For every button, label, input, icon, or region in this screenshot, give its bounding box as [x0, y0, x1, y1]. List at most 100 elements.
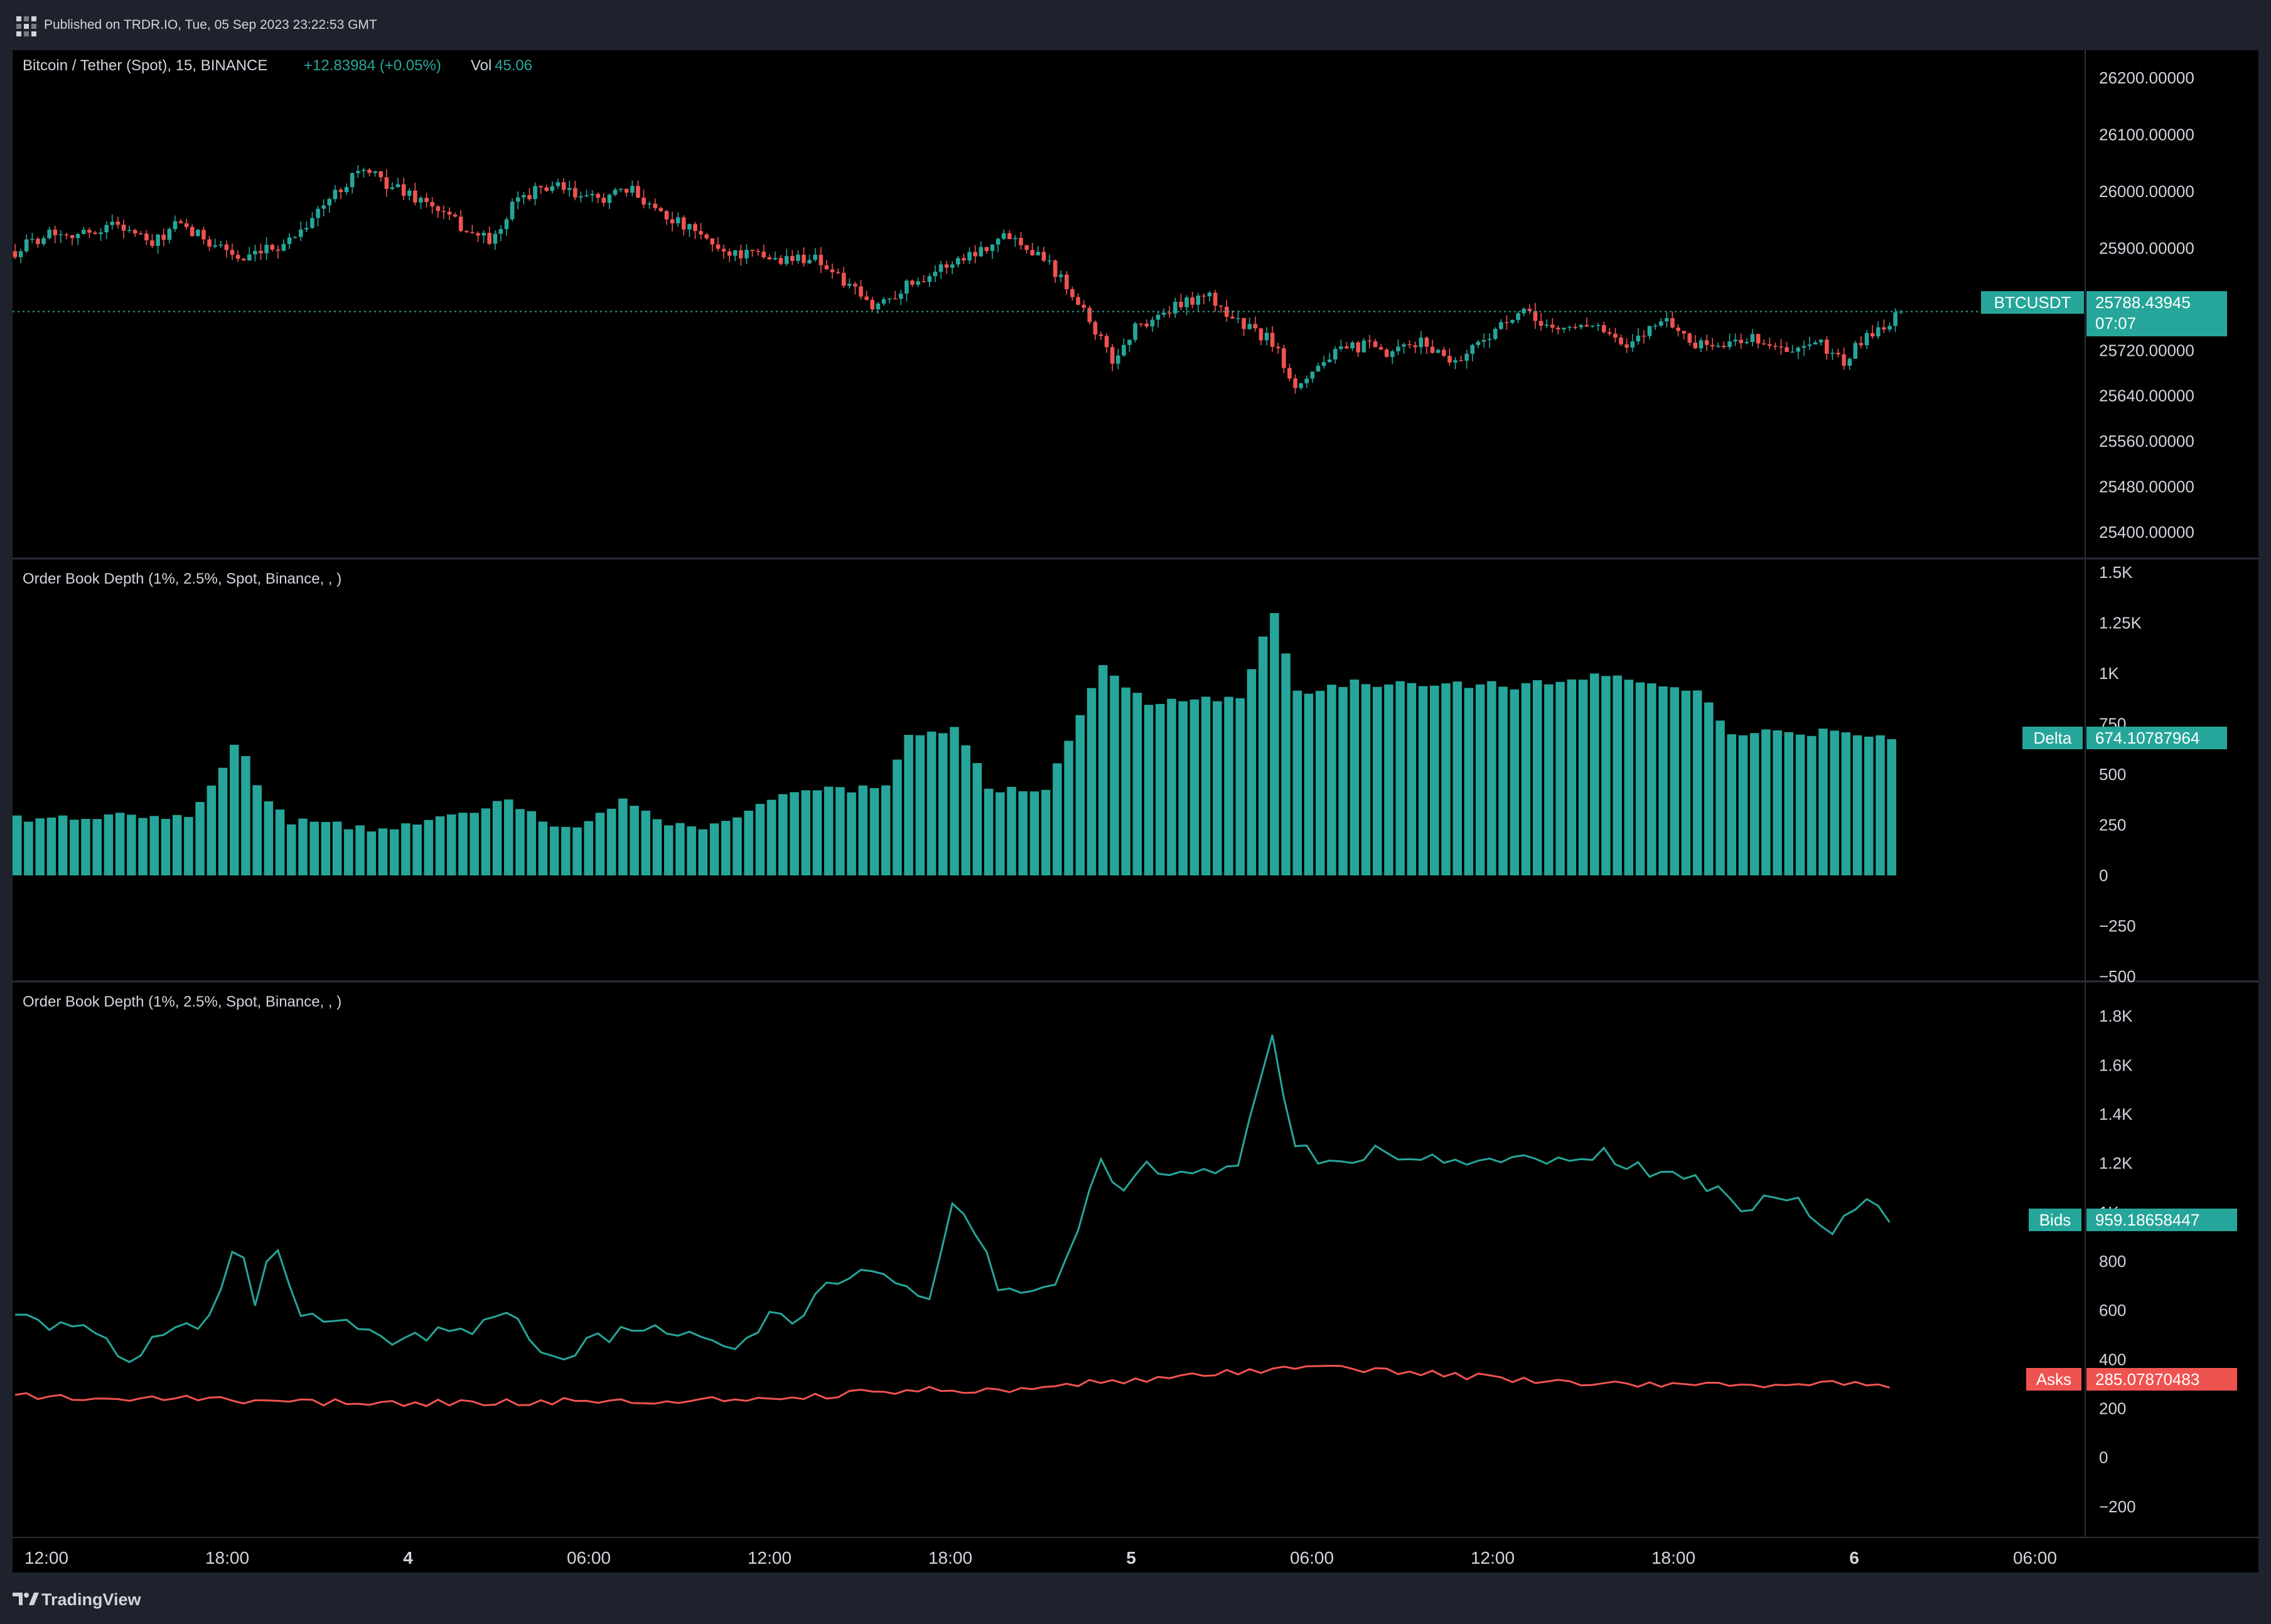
publish-info: Published on TRDR.IO, Tue, 05 Sep 2023 2…: [44, 18, 377, 32]
candle-body: [664, 211, 669, 220]
candle-body: [1505, 322, 1509, 323]
delta-bar: [1681, 690, 1691, 875]
delta-bar: [58, 815, 68, 875]
depth-indicator-title[interactable]: Order Book Depth (1%, 2.5%, Spot, Binanc…: [23, 993, 341, 1010]
delta-bar: [950, 727, 959, 875]
candle-body: [1624, 344, 1629, 348]
candle-body: [561, 182, 566, 190]
delta-bar: [1452, 681, 1462, 875]
asks-name: Asks: [2036, 1370, 2071, 1389]
candle-body: [510, 201, 515, 220]
time-axis[interactable]: 12:00 18:00 4 06:00 12:00 18:00 5 06:00 12:00 18:…: [24, 1548, 2057, 1568]
candle-body: [784, 255, 789, 264]
candle-body: [1424, 337, 1429, 347]
delta-bar: [389, 829, 399, 875]
delta-bar: [13, 815, 22, 875]
candle-body: [979, 247, 984, 257]
axis-tick-label: 800: [2099, 1252, 2126, 1271]
axis-tick-label: 0: [2099, 866, 2108, 885]
candle-body: [58, 234, 63, 235]
axis-tick-label: 26200.00000: [2099, 68, 2194, 87]
candle-body: [1670, 318, 1675, 328]
axis-tick-label: 200: [2099, 1399, 2126, 1418]
delta-bar: [1544, 684, 1554, 875]
delta-bar: [172, 815, 182, 875]
candle-body: [498, 229, 503, 234]
delta-bar: [1315, 690, 1325, 875]
delta-bar: [1178, 701, 1188, 875]
delta-bar: [470, 813, 479, 875]
delta-indicator-title[interactable]: Order Book Depth (1%, 2.5%, Spot, Binanc…: [23, 570, 341, 587]
candle-body: [247, 254, 252, 261]
delta-bar: [458, 813, 468, 875]
tradingview-logo-icon[interactable]: [13, 1591, 40, 1606]
candle-body: [1687, 333, 1692, 343]
price-axis[interactable]: 26200.00000 26100.00000 26000.00000 25900.0…: [2099, 68, 2194, 542]
delta-bar: [332, 821, 342, 875]
candle-body: [1104, 336, 1109, 348]
delta-bar: [1121, 687, 1130, 875]
candle-body: [1156, 314, 1161, 320]
delta-bar: [1704, 702, 1714, 875]
candlestick-series: [13, 165, 1903, 394]
candle-body: [1710, 345, 1715, 346]
candle-body: [739, 250, 743, 259]
axis-tick-label: 26000.00000: [2099, 182, 2194, 201]
delta-bar: [1761, 729, 1771, 875]
delta-bar: [1830, 730, 1839, 875]
symbol-last-badge: [1981, 291, 2084, 314]
candle-body: [207, 239, 212, 247]
candle-body: [1533, 311, 1538, 321]
candle-body: [470, 232, 475, 233]
delta-bar: [1132, 693, 1142, 875]
chart-canvas[interactable]: Bitcoin / Tether (Spot), 15, BINANCE +12…: [13, 50, 2258, 1573]
candle-body: [1053, 260, 1058, 277]
delta-bar: [298, 818, 308, 875]
candle-body: [276, 249, 281, 251]
bids-line: [14, 1034, 1891, 1364]
candle-body: [1384, 349, 1389, 357]
candle-body: [1024, 245, 1029, 250]
candle-body: [716, 244, 721, 249]
candle-body: [1378, 347, 1383, 350]
depth-pane[interactable]: Order Book Depth (1%, 2.5%, Spot, Binanc…: [14, 993, 2237, 1516]
candle-body: [110, 222, 115, 225]
delta-bar: [1715, 720, 1725, 875]
candle-body: [1041, 252, 1046, 261]
tradingview-brand[interactable]: TradingView: [41, 1590, 141, 1609]
candle-body: [1127, 339, 1132, 345]
candle-body: [1196, 296, 1201, 305]
candle-body: [224, 244, 229, 250]
candle-body: [601, 198, 606, 203]
candle-body: [213, 245, 217, 247]
candle-body: [1218, 306, 1223, 307]
delta-bar: [606, 808, 616, 875]
candle-body: [1413, 345, 1418, 348]
candle-body: [1847, 358, 1852, 366]
delta-bar: [309, 821, 319, 875]
depth-axis[interactable]: 1.8K1.6K1.4K1.2K1K8006004002000−200: [2099, 1007, 2136, 1516]
candle-body: [921, 281, 926, 282]
candle-body: [967, 252, 972, 261]
candle-body: [1001, 233, 1006, 239]
price-pane[interactable]: Bitcoin / Tether (Spot), 15, BINANCE +12…: [13, 57, 2227, 542]
candle-body: [1093, 322, 1098, 334]
delta-bar: [1601, 676, 1611, 875]
axis-tick-label: −200: [2099, 1497, 2136, 1516]
symbol-title[interactable]: Bitcoin / Tether (Spot), 15, BINANCE: [23, 57, 267, 74]
delta-pane[interactable]: Order Book Depth (1%, 2.5%, Spot, Binanc…: [13, 563, 2227, 986]
candle-body: [1407, 344, 1412, 346]
candle-body: [1373, 341, 1378, 348]
candle-body: [853, 284, 857, 287]
candle-body: [476, 233, 480, 236]
chart-area[interactable]: Bitcoin / Tether (Spot), 15, BINANCE +12…: [13, 50, 2258, 1573]
delta-bar: [1029, 791, 1039, 875]
candle-body: [824, 265, 829, 270]
time-tick-label: 06:00: [2013, 1548, 2057, 1568]
axis-tick-label: 1.6K: [2099, 1055, 2133, 1074]
candle-body: [453, 214, 458, 217]
delta-bar: [687, 826, 696, 875]
delta-bar: [790, 792, 799, 875]
delta-bar: [321, 821, 331, 875]
